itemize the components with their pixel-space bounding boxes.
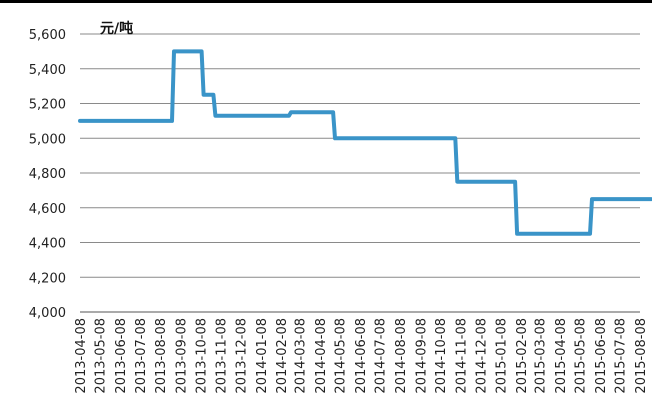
y-tick-label: 5,400 xyxy=(29,63,66,78)
x-tick-label: 2014-01-08 xyxy=(255,318,270,394)
price-series-line xyxy=(78,49,652,236)
top-rule xyxy=(0,0,652,3)
x-tick-label: 2014-07-08 xyxy=(374,318,389,394)
x-tick-label: 2015-03-08 xyxy=(533,318,548,394)
x-tick-label: 2014-09-08 xyxy=(414,318,429,394)
x-tick-label: 2015-01-08 xyxy=(495,318,510,394)
x-tick-label: 2013-12-08 xyxy=(234,318,249,394)
x-tick-label: 2015-05-08 xyxy=(574,318,589,394)
y-tick-label: 5,000 xyxy=(29,132,66,147)
x-tick-label: 2014-05-08 xyxy=(334,318,349,394)
x-tick-label: 2013-10-08 xyxy=(194,318,209,394)
x-tick-label: 2015-06-08 xyxy=(594,318,609,394)
x-tick-label: 2014-12-08 xyxy=(474,318,489,394)
x-tick-label: 2015-07-08 xyxy=(614,318,629,394)
y-tick-label: 5,600 xyxy=(29,28,66,43)
x-tick-label: 2014-11-08 xyxy=(455,318,470,394)
x-tick-label: 2013-06-08 xyxy=(114,318,129,394)
y-axis-ticks: 4,000 4,200 4,400 4,600 4,800 5,000 5,200 5,400… xyxy=(29,28,66,321)
y-tick-label: 5,200 xyxy=(29,98,66,113)
y-tick-label: 4,400 xyxy=(29,237,66,252)
grid-layer xyxy=(80,33,640,313)
x-tick-label: 2014-06-08 xyxy=(354,318,369,394)
y-unit-label: 元/吨 xyxy=(100,20,133,37)
y-tick-label: 4,200 xyxy=(29,271,66,286)
x-tick-label: 2013-07-08 xyxy=(134,318,149,394)
x-tick-label: 2013-09-08 xyxy=(175,318,190,394)
x-tick-label: 2014-08-08 xyxy=(394,318,409,394)
x-axis-ticks: 2013-04-08 2013-05-08 2013-06-08 2013-07-08… xyxy=(74,318,649,394)
y-tick-label: 4,000 xyxy=(29,306,66,321)
x-tick-label: 2014-10-08 xyxy=(434,318,449,394)
series-layer xyxy=(78,49,652,236)
x-tick-label: 2015-08-08 xyxy=(634,318,649,394)
y-tick-label: 4,600 xyxy=(29,202,66,217)
x-tick-label: 2014-02-08 xyxy=(275,318,290,394)
x-tick-label: 2015-04-08 xyxy=(554,318,569,394)
x-tick-label: 2013-11-08 xyxy=(215,318,230,394)
x-tick-label: 2014-04-08 xyxy=(314,318,329,394)
x-tick-label: 2013-05-08 xyxy=(94,318,109,394)
x-tick-label: 2013-08-08 xyxy=(154,318,169,394)
x-tick-label: 2014-03-08 xyxy=(294,318,309,394)
x-tick-label: 2013-04-08 xyxy=(74,318,89,394)
y-tick-label: 4,800 xyxy=(29,167,66,182)
x-tick-label: 2015-02-08 xyxy=(515,318,530,394)
